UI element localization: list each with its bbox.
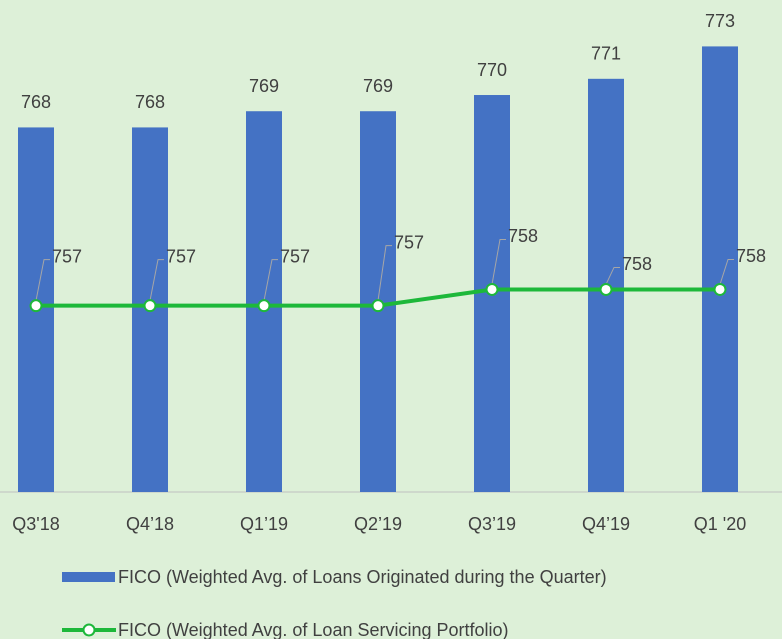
line-marker xyxy=(257,299,271,313)
line-marker xyxy=(713,282,727,296)
bar-value-label: 768 xyxy=(135,92,165,112)
x-tick-label: Q3'18 xyxy=(12,514,59,534)
leader-line xyxy=(491,238,506,285)
leader-line xyxy=(35,259,50,301)
line-marker xyxy=(29,299,43,313)
bar xyxy=(702,46,738,493)
x-tick-label: Q1’19 xyxy=(240,514,288,534)
bar-value-label: 769 xyxy=(249,76,279,96)
bar-value-label: 768 xyxy=(21,92,51,112)
x-tick-label: Q2’19 xyxy=(354,514,402,534)
x-tick-label: Q4’18 xyxy=(126,514,174,534)
line-value-label: 758 xyxy=(736,246,766,266)
legend-label: FICO (Weighted Avg. of Loan Servicing Po… xyxy=(118,620,509,639)
leader-line xyxy=(149,259,164,301)
line-value-label: 757 xyxy=(394,232,424,252)
leader-line xyxy=(605,266,620,285)
line-value-label: 757 xyxy=(52,246,82,266)
line-marker xyxy=(371,299,385,313)
leader-line xyxy=(263,259,278,301)
line-value-label: 758 xyxy=(508,226,538,246)
line-marker xyxy=(599,282,613,296)
x-tick-label: Q4’19 xyxy=(582,514,630,534)
bar-value-label: 771 xyxy=(591,44,621,64)
legend-label: FICO (Weighted Avg. of Loans Originated … xyxy=(118,567,607,587)
line-value-label: 757 xyxy=(166,246,196,266)
line-value-label: 758 xyxy=(622,254,652,274)
bar-value-label: 769 xyxy=(363,76,393,96)
leader-line xyxy=(377,245,392,301)
bar-value-label: 770 xyxy=(477,60,507,80)
line-marker xyxy=(143,299,157,313)
line-value-label: 757 xyxy=(280,246,310,266)
legend-swatch xyxy=(62,572,115,582)
bar-value-label: 773 xyxy=(705,11,735,31)
x-tick-label: Q1 '20 xyxy=(694,514,746,534)
legend-marker xyxy=(82,623,96,637)
x-tick-label: Q3’19 xyxy=(468,514,516,534)
leader-line xyxy=(719,258,734,285)
line-marker xyxy=(485,282,499,296)
